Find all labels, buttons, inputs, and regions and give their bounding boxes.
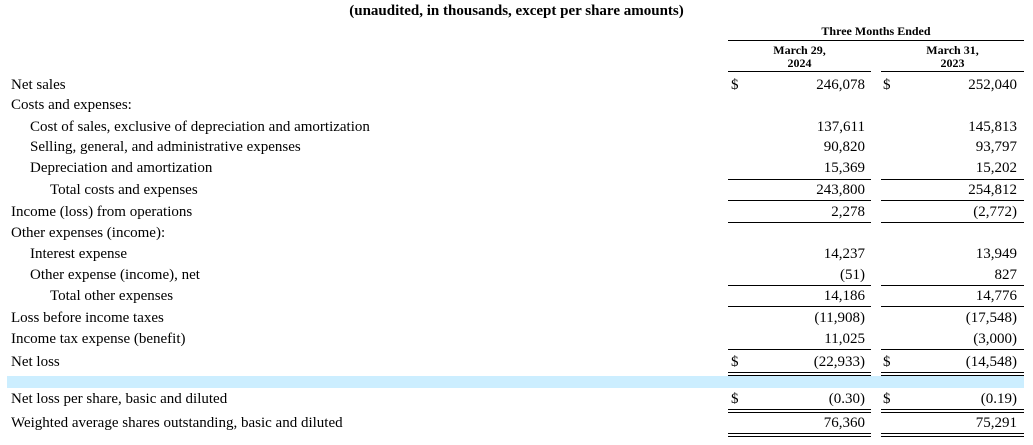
value-2024: (0.30) <box>828 391 865 407</box>
subtotal-rule <box>728 179 871 180</box>
value-2024: 15,369 <box>823 160 865 176</box>
value-2024: 90,820 <box>823 139 865 155</box>
period-group-header: Three Months Ended <box>821 24 931 38</box>
statement-title: (unaudited, in thousands, except per sha… <box>349 3 684 19</box>
row-label: Income tax expense (benefit) <box>11 331 186 347</box>
double-rule <box>881 433 1024 434</box>
header-rule <box>728 40 1024 41</box>
value-2024: 11,025 <box>824 331 865 347</box>
column-header-year: 2024 <box>787 56 812 70</box>
row-label: Loss before income taxes <box>11 310 164 326</box>
subtotal-rule <box>881 285 1024 286</box>
column-header-date: March 31, <box>926 43 979 57</box>
column-header-2023: March 31, 2023 <box>881 44 1024 70</box>
section-label: Other expenses (income): <box>11 225 166 241</box>
total-rule <box>728 200 871 201</box>
double-rule <box>728 409 871 410</box>
subtotal-rule <box>728 285 871 286</box>
currency-symbol: $ <box>731 77 739 93</box>
value-2023: (0.19) <box>980 391 1017 407</box>
currency-symbol: $ <box>883 77 891 93</box>
value-2023: (14,548) <box>965 354 1017 370</box>
spacer-row <box>7 376 1024 388</box>
double-rule <box>881 409 1024 410</box>
row-label: Net loss <box>11 354 60 370</box>
value-2023: (3,000) <box>973 331 1017 347</box>
total-label: Total other expenses <box>50 288 174 304</box>
value-2023: 14,776 <box>975 288 1017 304</box>
value-2023: 15,202 <box>975 160 1017 176</box>
total-label: Total costs and expenses <box>50 182 198 198</box>
value-2024: 243,800 <box>816 182 865 198</box>
double-rule <box>881 372 1024 373</box>
value-2023: 254,812 <box>968 182 1017 198</box>
row-label: Weighted average shares outstanding, bas… <box>11 415 343 431</box>
double-rule <box>728 372 871 373</box>
subtotal-rule <box>881 222 1024 223</box>
value-2024: 76,360 <box>823 415 865 431</box>
value-2024: 2,278 <box>831 204 865 220</box>
column-header-rule <box>881 71 1024 72</box>
row-label: Cost of sales, exclusive of depreciation… <box>30 119 370 135</box>
value-2024: (51) <box>840 267 865 283</box>
total-rule <box>881 200 1024 201</box>
row-label: Interest expense <box>30 246 128 262</box>
column-header-rule <box>728 71 871 72</box>
value-2023: (2,772) <box>973 204 1017 220</box>
double-rule <box>728 433 871 434</box>
row-label: Other expense (income), net <box>30 267 200 283</box>
row-label: Depreciation and amortization <box>30 160 213 176</box>
section-label: Costs and expenses: <box>11 97 132 113</box>
total-rule <box>881 306 1024 307</box>
value-2023: 827 <box>994 267 1018 283</box>
value-2024: (11,908) <box>814 310 865 326</box>
value-2024: 137,611 <box>816 119 865 135</box>
row-label: Net loss per share, basic and diluted <box>11 391 228 407</box>
value-2024: (22,933) <box>813 354 865 370</box>
row-label: Net sales <box>11 77 66 93</box>
value-2024: 14,237 <box>823 246 865 262</box>
subtotal-rule <box>881 349 1024 350</box>
value-2024: 246,078 <box>816 77 865 93</box>
value-2023: 145,813 <box>968 119 1017 135</box>
value-2023: 93,797 <box>975 139 1017 155</box>
row-label: Selling, general, and administrative exp… <box>30 139 301 155</box>
row-label: Income (loss) from operations <box>11 204 193 220</box>
double-rule <box>728 436 871 437</box>
column-header-date: March 29, <box>773 43 826 57</box>
double-rule <box>728 412 871 413</box>
double-rule <box>881 375 1024 376</box>
subtotal-rule <box>728 222 871 223</box>
currency-symbol: $ <box>731 391 739 407</box>
value-2023: (17,548) <box>965 310 1017 326</box>
subtotal-rule <box>881 179 1024 180</box>
value-2024: 14,186 <box>823 288 865 304</box>
value-2023: 75,291 <box>975 415 1017 431</box>
total-rule <box>728 306 871 307</box>
double-rule <box>881 412 1024 413</box>
currency-symbol: $ <box>731 354 739 370</box>
currency-symbol: $ <box>883 354 891 370</box>
double-rule <box>728 375 871 376</box>
currency-symbol: $ <box>883 391 891 407</box>
subtotal-rule <box>728 349 871 350</box>
double-rule <box>881 436 1024 437</box>
column-header-2024: March 29, 2024 <box>728 44 871 70</box>
value-2023: 13,949 <box>975 246 1017 262</box>
value-2023: 252,040 <box>968 77 1017 93</box>
column-header-year: 2023 <box>940 56 965 70</box>
